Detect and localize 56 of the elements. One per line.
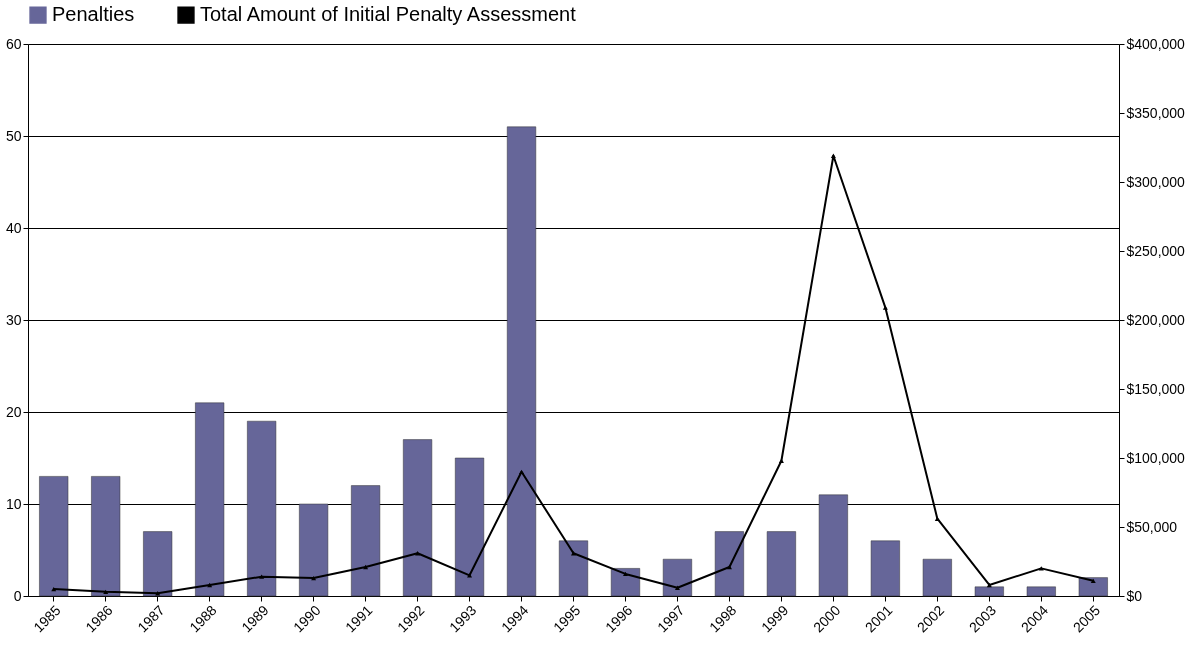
point xyxy=(830,153,836,158)
legend-label: Total Amount of Initial Penalty Assessment xyxy=(200,3,577,26)
point xyxy=(51,586,57,592)
bar xyxy=(610,568,641,597)
point xyxy=(1038,566,1044,571)
bar xyxy=(818,494,848,597)
y-tick-label: 20 xyxy=(5,403,22,420)
bar xyxy=(766,531,796,597)
y-tick-label: 60 xyxy=(5,35,22,52)
y2-tick-label: $50,000 xyxy=(1126,518,1178,535)
bar xyxy=(662,558,692,597)
bar xyxy=(714,531,744,597)
point xyxy=(934,516,940,521)
bar xyxy=(1078,577,1108,597)
bar xyxy=(247,420,277,597)
y2-tick-label: $150,000 xyxy=(1126,380,1186,397)
point xyxy=(778,458,784,463)
y-tick-label: 30 xyxy=(5,311,22,328)
bar xyxy=(974,586,1004,597)
bar xyxy=(455,457,485,597)
point xyxy=(622,571,628,577)
point xyxy=(103,589,109,595)
bar xyxy=(506,126,537,597)
bar xyxy=(39,476,69,597)
y-tick-label: 0 xyxy=(13,587,22,604)
y-tick-label: 50 xyxy=(5,127,22,144)
bar xyxy=(403,439,433,597)
bar xyxy=(1026,586,1056,597)
point xyxy=(1090,578,1096,583)
y2-tick-label: $400,000 xyxy=(1126,35,1186,52)
point xyxy=(363,564,369,570)
point xyxy=(726,564,732,570)
bar xyxy=(351,485,381,597)
bar xyxy=(299,503,329,597)
bar xyxy=(870,540,900,597)
y2-tick-label: $0 xyxy=(1126,587,1143,604)
y-tick-label: 40 xyxy=(5,219,22,236)
bar xyxy=(558,540,589,597)
y2-tick-label: $200,000 xyxy=(1126,311,1186,328)
point xyxy=(986,582,992,588)
point xyxy=(519,469,525,474)
point xyxy=(674,585,680,590)
y-tick-label: 10 xyxy=(5,495,22,512)
point xyxy=(311,575,317,581)
y2-tick-label: $350,000 xyxy=(1126,104,1186,121)
y2-tick-label: $100,000 xyxy=(1126,449,1186,466)
bar xyxy=(922,558,952,597)
point xyxy=(882,305,888,310)
bar xyxy=(195,402,225,597)
point xyxy=(259,574,265,579)
bar xyxy=(143,531,173,597)
bar xyxy=(91,476,121,597)
legend-label: Penalties xyxy=(52,3,135,26)
y2-tick-label: $300,000 xyxy=(1126,173,1186,190)
point xyxy=(207,582,213,588)
y2-tick-label: $250,000 xyxy=(1126,242,1186,259)
